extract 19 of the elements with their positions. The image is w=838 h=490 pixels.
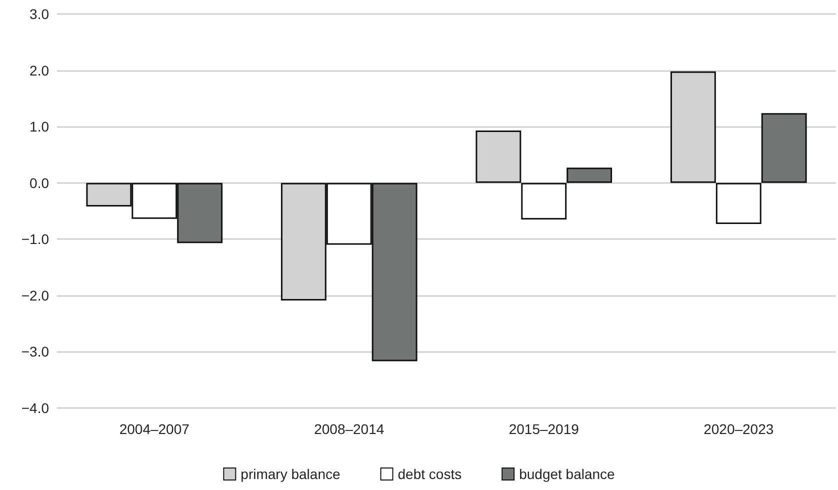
x-tick-label: 2008–2014 — [314, 421, 384, 437]
legend-label: primary balance — [240, 466, 340, 482]
bar — [716, 182, 762, 224]
y-tick-label: 1.0 — [30, 118, 50, 135]
x-tick-label: 2020–2023 — [704, 421, 774, 437]
bar — [761, 113, 807, 183]
y-tick-label: 0.0 — [30, 174, 50, 191]
legend-label: debt costs — [398, 466, 462, 482]
bar — [566, 168, 612, 183]
x-tick-label: 2004–2007 — [119, 421, 190, 437]
y-tick-label: −4.0 — [21, 400, 50, 416]
x-tick-label: 2015–2019 — [508, 421, 580, 437]
y-tick-label: −3.0 — [21, 344, 50, 360]
bar — [521, 182, 567, 220]
y-tick-label: 3.0 — [30, 6, 50, 22]
y-tick-label: −1.0 — [21, 231, 50, 248]
y-tick-label: −2.0 — [21, 287, 50, 304]
y-tick-label: 2.0 — [30, 62, 50, 78]
legend-label: budget balance — [519, 466, 616, 482]
